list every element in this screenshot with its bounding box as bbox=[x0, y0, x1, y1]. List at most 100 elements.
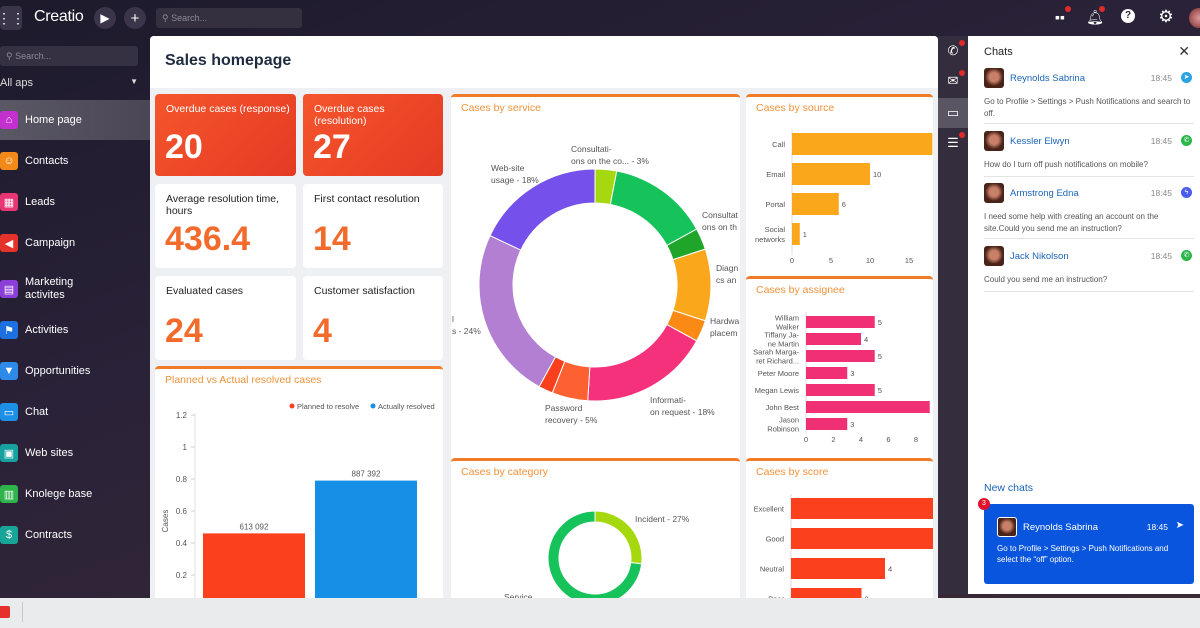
bar[interactable] bbox=[315, 480, 417, 598]
chart-title: Cases by score bbox=[756, 466, 829, 478]
y-axis-label: Cases bbox=[161, 510, 170, 533]
bar[interactable] bbox=[806, 384, 875, 396]
sidebar-search-input[interactable]: ⚲ Search... bbox=[0, 46, 138, 66]
app-launcher-icon[interactable]: ⋮⋮ bbox=[0, 6, 25, 30]
global-search-input[interactable]: ⚲ Search... bbox=[156, 8, 302, 28]
bar[interactable] bbox=[792, 223, 800, 245]
chat-time: 18:45 bbox=[1150, 73, 1172, 83]
slice-label: Consultat bbox=[702, 210, 739, 220]
chart-card-planned: Planned vs Actual resolved cases 0.2 0.4 0.… bbox=[155, 366, 443, 598]
contact-icon: ☺ bbox=[0, 152, 18, 170]
bar[interactable] bbox=[792, 133, 933, 155]
sidebar-item-contracts[interactable]: $ Contracts bbox=[0, 515, 150, 555]
feed-icon[interactable]: ☰ bbox=[938, 128, 968, 158]
sidebar-item-label: Activities bbox=[25, 323, 69, 336]
chart-category: Incident - 27% Service bbox=[504, 510, 690, 598]
contact-name: Reynolds Sabrina bbox=[1010, 73, 1085, 84]
bar[interactable] bbox=[792, 193, 839, 215]
bar[interactable] bbox=[203, 533, 305, 598]
phone-icon[interactable]: ✆ bbox=[938, 36, 968, 66]
sidebar-item-knolege-base[interactable]: ▥ Knolege base bbox=[0, 474, 150, 514]
calendar-icon: ▤ bbox=[0, 280, 18, 298]
bar[interactable] bbox=[806, 333, 861, 345]
apps-grid-icon[interactable]: ▪▪ bbox=[1051, 6, 1071, 25]
app-icon[interactable] bbox=[0, 606, 10, 618]
chart-title: Cases by assignee bbox=[756, 284, 845, 296]
sidebar-item-home-page[interactable]: ⌂ Home page bbox=[0, 100, 150, 140]
sidebar-item-chat[interactable]: ▭ Chat bbox=[0, 392, 150, 432]
chat-list-item[interactable]: Reynolds Sabrina 18:45 ➤ Go to Profile > Se… bbox=[984, 68, 1194, 124]
kpi-card[interactable]: Overdue cases (resolution) 27 bbox=[303, 94, 443, 176]
chat-icon: ▭ bbox=[0, 403, 18, 421]
page-header: Sales homepage bbox=[150, 36, 938, 88]
chat-list-item[interactable]: Jack Nikolson 18:45 ✆ Could you send me an … bbox=[984, 246, 1194, 292]
bar[interactable] bbox=[791, 528, 933, 549]
add-button[interactable]: + bbox=[124, 7, 146, 29]
pie-slice[interactable] bbox=[547, 510, 643, 598]
sidebar-item-leads[interactable]: ▦ Leads bbox=[0, 182, 150, 222]
search-icon: ⚲ bbox=[162, 13, 172, 23]
run-process-button[interactable]: ▶ bbox=[94, 7, 116, 29]
sidebar-item-activities[interactable]: ⚑ Activities bbox=[0, 310, 150, 350]
pie-slice[interactable] bbox=[478, 234, 557, 388]
notifications-icon[interactable]: 🔔︎ bbox=[1086, 6, 1105, 26]
slice-label: l bbox=[452, 314, 454, 324]
y-tick-label: 1 bbox=[183, 443, 188, 452]
slice-label: Diagn bbox=[716, 263, 738, 273]
bar[interactable] bbox=[791, 588, 862, 598]
bar[interactable] bbox=[792, 163, 870, 185]
sidebar-item-opportunities[interactable]: ▼ Opportunities bbox=[0, 351, 150, 391]
all-apps-dropdown[interactable]: All aps ▼ bbox=[0, 77, 138, 89]
pie-slice[interactable] bbox=[489, 168, 596, 251]
sidebar-item-marketing-activites[interactable]: ▤ Marketing activites bbox=[0, 267, 150, 311]
kpi-value: 20 bbox=[165, 128, 203, 166]
bar[interactable] bbox=[806, 418, 848, 430]
settings-gear-icon[interactable]: ⚙ bbox=[1158, 7, 1174, 26]
bar[interactable] bbox=[806, 350, 875, 362]
kpi-card[interactable]: Overdue cases (response) 20 bbox=[155, 94, 296, 176]
chart-title: Cases by category bbox=[461, 466, 548, 478]
sidebar-item-contacts[interactable]: ☺ Contacts bbox=[0, 141, 150, 181]
chart-title: Cases by service bbox=[461, 102, 541, 114]
email-icon[interactable]: ✉ bbox=[938, 66, 968, 96]
data-label: 10 bbox=[873, 170, 881, 179]
bar[interactable] bbox=[791, 558, 885, 579]
category-label: Good bbox=[766, 535, 784, 544]
sidebar-item-web-sites[interactable]: ▣ Web sites bbox=[0, 433, 150, 473]
sidebar-item-label: Opportunities bbox=[25, 364, 91, 377]
user-avatar[interactable] bbox=[1189, 8, 1200, 28]
sidebar-item-label: Contracts bbox=[25, 528, 73, 541]
new-chat-card[interactable]: 3 Reynolds Sabrina 18:45 ➤ Go to Profile… bbox=[978, 498, 1194, 584]
pie-slice[interactable] bbox=[609, 170, 698, 247]
legend-marker bbox=[289, 403, 295, 409]
chat-list-item[interactable]: Kessler Elwyn 18:45 ✆ How do I turn off pus… bbox=[984, 131, 1194, 177]
bar[interactable] bbox=[806, 316, 875, 328]
chats-title: Chats bbox=[984, 46, 1013, 58]
kpi-card[interactable]: Customer satisfaction 4 bbox=[303, 276, 443, 360]
slice-label: Informati- bbox=[650, 395, 686, 405]
category-label: Neutral bbox=[760, 565, 785, 574]
x-tick-label: 0 bbox=[790, 256, 794, 265]
kpi-card[interactable]: First contact resolution 14 bbox=[303, 184, 443, 268]
kpi-title: Average resolution time, hours bbox=[166, 193, 280, 217]
chat-list-item[interactable]: Armstrong Edna 18:45 ϟ I need some help wit… bbox=[984, 183, 1194, 239]
data-label: 5 bbox=[878, 352, 882, 361]
chart-planned: 0.2 0.4 0.6 0.8 1 1.2 Cases 613 092 Planned to r… bbox=[161, 402, 435, 598]
kpi-title: Customer satisfaction bbox=[314, 285, 415, 297]
bar[interactable] bbox=[806, 367, 848, 379]
avatar bbox=[997, 517, 1017, 537]
kpi-value: 14 bbox=[313, 220, 351, 258]
page-title: Sales homepage bbox=[165, 52, 292, 69]
help-icon[interactable]: ? bbox=[1121, 9, 1135, 23]
bar[interactable] bbox=[791, 498, 933, 519]
avatar bbox=[984, 131, 1004, 151]
bar[interactable] bbox=[806, 401, 930, 413]
category-label: Call bbox=[772, 140, 785, 149]
pie-slice[interactable] bbox=[587, 323, 698, 402]
kpi-card[interactable]: Average resolution time, hours 436.4 bbox=[155, 184, 296, 268]
close-icon[interactable]: ✕ bbox=[1178, 43, 1190, 59]
pie-slice[interactable] bbox=[672, 248, 712, 322]
sidebar-item-campaign[interactable]: ◀ Campaign bbox=[0, 223, 150, 263]
chat-bubble-icon[interactable]: ▭ bbox=[938, 98, 968, 128]
kpi-card[interactable]: Evaluated cases 24 bbox=[155, 276, 296, 360]
